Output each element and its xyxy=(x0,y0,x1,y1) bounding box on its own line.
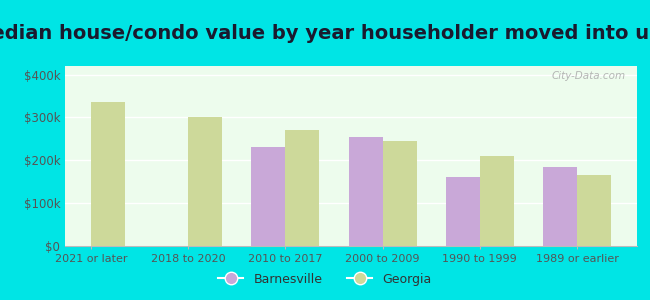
Bar xyxy=(543,167,577,246)
Bar xyxy=(188,117,222,246)
Bar xyxy=(91,102,125,246)
Bar xyxy=(348,137,383,246)
Bar xyxy=(446,177,480,246)
Legend: Barnesville, Georgia: Barnesville, Georgia xyxy=(213,268,437,291)
Bar xyxy=(383,141,417,246)
Bar xyxy=(480,156,514,246)
Bar xyxy=(577,175,611,246)
Bar xyxy=(252,147,285,246)
Bar xyxy=(285,130,319,246)
Text: City-Data.com: City-Data.com xyxy=(551,71,625,81)
Text: Median house/condo value by year householder moved into unit: Median house/condo value by year househo… xyxy=(0,24,650,43)
